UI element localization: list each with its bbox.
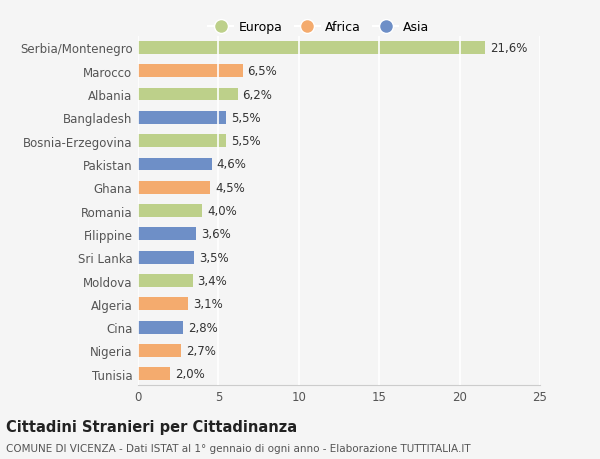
Text: 3,1%: 3,1%	[193, 298, 223, 311]
Text: COMUNE DI VICENZA - Dati ISTAT al 1° gennaio di ogni anno - Elaborazione TUTTITA: COMUNE DI VICENZA - Dati ISTAT al 1° gen…	[6, 443, 470, 453]
Legend: Europa, Africa, Asia: Europa, Africa, Asia	[202, 15, 436, 40]
Bar	[138, 251, 194, 264]
Bar	[138, 205, 202, 218]
Text: 3,5%: 3,5%	[199, 251, 229, 264]
Bar	[138, 135, 226, 148]
Bar	[138, 228, 196, 241]
Text: 3,6%: 3,6%	[201, 228, 230, 241]
Bar	[138, 298, 188, 311]
Text: 5,5%: 5,5%	[231, 112, 261, 124]
Bar	[138, 65, 242, 78]
Text: 4,0%: 4,0%	[207, 205, 237, 218]
Bar	[138, 181, 211, 194]
Text: 2,7%: 2,7%	[186, 344, 216, 357]
Text: 2,8%: 2,8%	[188, 321, 218, 334]
Bar	[138, 112, 226, 124]
Bar	[138, 89, 238, 101]
Text: 3,4%: 3,4%	[197, 274, 227, 287]
Bar	[138, 274, 193, 287]
Text: 21,6%: 21,6%	[490, 42, 527, 55]
Text: 6,2%: 6,2%	[242, 89, 272, 101]
Bar	[138, 42, 485, 55]
Text: 4,6%: 4,6%	[217, 158, 247, 171]
Bar	[138, 158, 212, 171]
Bar	[138, 321, 183, 334]
Bar	[138, 368, 170, 381]
Text: 5,5%: 5,5%	[231, 135, 261, 148]
Text: Cittadini Stranieri per Cittadinanza: Cittadini Stranieri per Cittadinanza	[6, 419, 297, 434]
Text: 6,5%: 6,5%	[247, 65, 277, 78]
Text: 4,5%: 4,5%	[215, 181, 245, 194]
Bar	[138, 344, 181, 357]
Text: 2,0%: 2,0%	[175, 368, 205, 381]
